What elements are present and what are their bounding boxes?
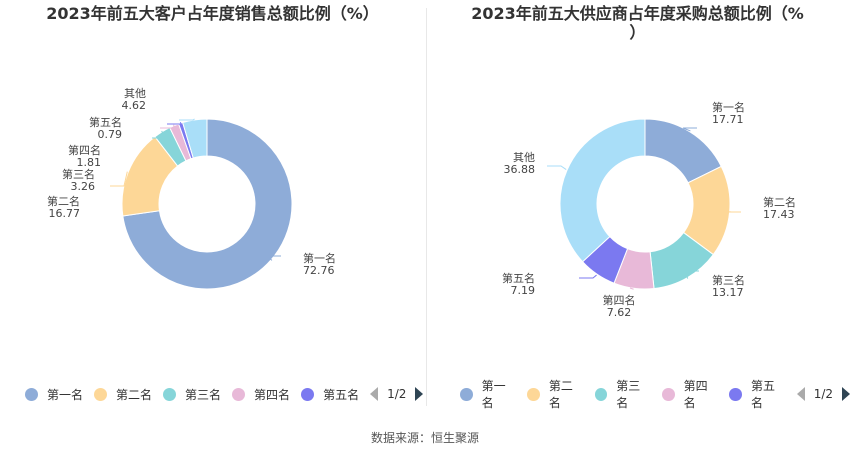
legend-item-label: 第一名 <box>481 379 506 410</box>
leader-line <box>179 118 195 121</box>
slice-category-label: 第四名 <box>603 293 636 307</box>
legend-prev-arrow-icon[interactable] <box>370 387 379 401</box>
legend-marker-icon <box>460 387 473 401</box>
slice-category-label: 第三名 <box>712 273 745 287</box>
legend-marker-icon <box>25 387 38 401</box>
leader-line <box>110 171 128 187</box>
leader-line <box>160 124 175 129</box>
legend-next-arrow-icon[interactable] <box>842 387 850 401</box>
slice-value-label: 7.62 <box>607 306 632 319</box>
legend-page-indicator: 1/2 <box>813 387 834 401</box>
leader-line <box>579 274 597 279</box>
data-source-note: 数据来源：恒生聚源 <box>370 431 479 445</box>
chart-title-line: 2023年前五大供应商占年度采购总额比例（% <box>471 4 804 23</box>
legend-item-label: 第二名 <box>548 379 573 410</box>
leader-line <box>152 130 167 139</box>
leader-line <box>682 127 697 132</box>
slice-value-label: 0.79 <box>98 128 123 141</box>
chart-legend: 第一名 第二名 第三名 第四名 第五名 1/2 <box>0 383 425 405</box>
legend-item[interactable]: 第二名 <box>527 377 583 411</box>
legend-item-label: 第二名 <box>116 387 153 402</box>
donut-slice[interactable] <box>559 118 646 263</box>
legend-item-label: 第五名 <box>750 379 775 410</box>
leader-line <box>265 255 281 261</box>
chart-legend: 第一名 第二名 第三名 第四名 第五名 1/2 <box>425 379 850 410</box>
chart-title-line: ） <box>629 23 646 42</box>
leader-line <box>167 122 182 125</box>
slice-category-label: 其他 <box>124 87 146 100</box>
slice-value-label: 4.62 <box>122 99 147 112</box>
legend-marker-icon <box>301 387 315 401</box>
slice-category-label: 第四名 <box>68 143 101 157</box>
legend-item[interactable]: 第一名 <box>460 377 516 411</box>
legend-item-label: 第四名 <box>254 387 291 402</box>
legend-item[interactable]: 第三名 <box>594 377 651 411</box>
leader-line <box>629 287 634 290</box>
slice-category-label: 其他 <box>513 151 535 164</box>
legend-marker-icon <box>662 387 675 401</box>
legend-item[interactable]: 第四名 <box>232 386 290 403</box>
slice-category-label: 第五名 <box>502 271 535 285</box>
slice-value-label: 7.19 <box>511 284 536 297</box>
slice-category-label: 第二名 <box>47 194 80 208</box>
donut-slice[interactable] <box>122 118 293 290</box>
slice-value-label: 36.88 <box>504 163 536 176</box>
legend-pager: 1/2 <box>796 387 850 401</box>
chart-title: 2023年前五大供应商占年度采购总额比例（% ） <box>435 4 840 42</box>
slice-category-label: 第五名 <box>89 115 122 129</box>
legend-marker-icon <box>729 387 742 401</box>
legend-marker-icon <box>94 387 108 401</box>
slice-value-label: 17.43 <box>763 208 795 221</box>
slice-category-label: 第二名 <box>763 195 796 209</box>
slice-value-label: 16.77 <box>49 207 81 220</box>
legend-marker-icon <box>163 387 177 401</box>
slice-category-label: 第三名 <box>62 167 95 181</box>
legend-page-indicator: 1/2 <box>387 387 407 401</box>
legend-item-label: 第一名 <box>47 387 84 402</box>
legend-item[interactable]: 第一名 <box>25 386 83 403</box>
slice-value-label: 13.17 <box>712 286 744 299</box>
donut-slice[interactable] <box>182 118 208 159</box>
legend-item-label: 第五名 <box>323 387 360 402</box>
chart-title-line: 2023年前五大客户占年度销售总额比例（%） <box>46 4 379 23</box>
legend-item-label: 第三名 <box>185 387 222 402</box>
legend-item[interactable]: 第五名 <box>729 377 785 411</box>
legend-prev-arrow-icon[interactable] <box>796 387 805 401</box>
panel-divider <box>426 8 427 406</box>
slice-value-label: 17.71 <box>712 113 744 126</box>
legend-marker-icon <box>594 387 608 401</box>
slice-category-label: 第一名 <box>712 100 745 114</box>
leader-line <box>684 270 699 279</box>
legend-item[interactable]: 第三名 <box>163 386 221 403</box>
legend-next-arrow-icon[interactable] <box>415 387 424 401</box>
legend-marker-icon <box>232 387 246 401</box>
chart-title: 2023年前五大客户占年度销售总额比例（%） <box>10 4 415 23</box>
legend-item[interactable]: 第五名 <box>301 386 359 403</box>
slice-value-label: 3.26 <box>71 180 96 193</box>
legend-item[interactable]: 第四名 <box>662 377 718 411</box>
legend-item-label: 第三名 <box>616 379 641 410</box>
legend-item-label: 第四名 <box>683 379 708 410</box>
customer-chart-panel: 2023年前五大客户占年度销售总额比例（%） 第一名 72.76 第二名 16.77 第… <box>0 0 425 410</box>
slice-value-label: 72.76 <box>303 264 335 277</box>
slice-category-label: 第一名 <box>303 251 336 265</box>
legend-item[interactable]: 第二名 <box>94 386 152 403</box>
leader-line <box>547 165 567 170</box>
legend-marker-icon <box>527 387 540 401</box>
slice-value-label: 1.81 <box>77 156 102 169</box>
legend-pager: 1/2 <box>370 387 424 401</box>
supplier-chart-panel: 2023年前五大供应商占年度采购总额比例（% ） 第一名 17.71 第二名 17.4… <box>425 0 850 410</box>
